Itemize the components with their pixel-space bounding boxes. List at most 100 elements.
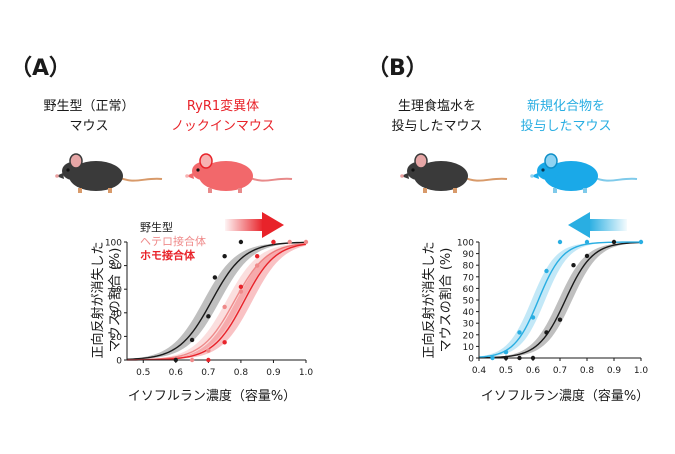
chart-a-xtick-label: 0.5 [136,368,150,378]
chart-b-ytick-label: 40 [463,308,475,318]
chart-b-xtick-label: 0.7 [553,366,567,376]
chart-a-ytick-label: 60 [111,286,123,296]
chart-b-point-s1 [530,315,536,320]
chart-a-xtick-label: 0.7 [201,368,215,378]
legend-item-wildtype: 野生型 [140,220,173,234]
chart-a-point-s2 [222,340,227,345]
chart-a-point-s1 [206,348,211,353]
chart-b-ytick-label: 90 [463,250,475,260]
chart-a-point-extra [287,239,292,245]
chart-b-point-s1 [517,330,522,335]
chart-b-xlabel: イソフルラン濃度（容量%） [481,388,649,404]
panel-b: （B） 生理食塩水を 投与したマウス 新規化合物を 投与したマウス [367,56,649,404]
chart-a-ytick-label: 20 [111,333,123,343]
black-mouse-icon [400,153,508,193]
chart-a-point-s0 [212,275,218,280]
chart-a-point-s2 [238,284,244,290]
mouse-b2-label-line1: 新規化合物を [527,98,605,114]
legend-item-hetero: ヘテロ接合体 [140,234,206,248]
chart-b-ytick-label: 60 [463,285,475,295]
chart-b-xtick-label: 0.9 [607,366,622,376]
chart-b-point-s0 [557,317,563,322]
panel-a: （A） 野生型（正常） マウス RyR1変異体 ノックインマウス [10,56,313,404]
red-mouse-icon [185,153,293,193]
chart-a-curve-0 [126,241,307,361]
chart-b-point-s1 [544,268,549,274]
chart-b-ylabel-line2: マウスの割合 (%) [438,248,454,353]
chart-b-ytick-label: 20 [463,331,475,341]
chart-a-band-1 [127,242,306,360]
right-arrow-icon [225,212,284,238]
chart-a-point-s1 [222,304,227,310]
chart-b-ytick-label: 0 [468,355,474,365]
chart-b-xtick-label: 0.6 [526,366,541,376]
mouse-b1-label-line1: 生理食塩水を [398,98,476,114]
chart-b-point-s0 [503,355,509,361]
chart-b-ytick-label: 50 [463,297,475,307]
chart-a-ytick-label: 100 [105,239,122,249]
chart-b-point-s1 [638,239,644,245]
chart-a-point-s1 [189,357,195,363]
chart-b-point-s0 [571,263,576,268]
legend-item-homo: ホモ接合体 [140,248,196,262]
chart-b-ytick-label: 10 [463,343,475,353]
chart-a-ytick-label: 40 [111,309,123,319]
chart-b-point-s0 [517,355,522,361]
mouse-a2-label-line1: RyR1変異体 [187,98,259,114]
blue-mouse-icon [530,153,638,193]
chart-b-ytick-label: 30 [463,320,475,330]
mouse-b2-label-line2: 投与したマウス [520,118,611,134]
chart-a-point-s0 [173,357,179,363]
panel-b-letter: （B） [367,56,428,81]
chart-a-ytick-label: 0 [116,357,122,367]
chart-b-xtick-label: 0.8 [580,366,595,376]
chart-a-point-s1 [254,263,260,268]
chart-b-point-s1 [503,350,509,355]
chart-a-xlabel: イソフルラン濃度（容量%） [128,388,296,404]
chart-b-point-s1 [490,355,495,361]
chart-b-band-1 [479,242,641,358]
chart-b-point-s1 [557,239,563,245]
panel-a-letter: （A） [10,56,71,81]
chart-a-point-s0 [222,253,227,259]
chart-a-point-s0 [189,337,195,343]
chart-a-point-s0 [238,239,244,245]
chart-a-point-s1 [303,239,309,245]
chart-b-point-s0 [530,355,536,361]
chart-a: 0 20 40 60 80 100 0.5 0.6 0.7 0.8 0.9 1.0 [105,239,314,379]
black-mouse-icon [55,153,163,193]
chart-b-ytick-label: 70 [463,273,475,283]
chart-b-xtick-label: 0.4 [472,366,487,376]
mouse-a1-label-line1: 野生型（正常） [43,99,134,114]
chart-a-point-s2 [254,253,260,259]
chart-a-band-0 [127,242,306,360]
chart-a-point-s1 [238,289,244,294]
mouse-a1-label-line2: マウス [69,119,108,134]
left-arrow-icon [568,212,627,238]
chart-b-point-s0 [544,330,549,335]
chart-a-ylabel-line2: マウスの割合 (%) [107,248,123,353]
chart-a-ytick-label: 80 [111,262,123,272]
chart-b-ylabel-line1: 正向反射が消失した [421,241,437,358]
mouse-b1-label-line2: 投与したマウス [391,118,482,134]
chart-a-xtick-label: 0.8 [234,368,249,378]
chart-a-point-s2 [271,239,276,245]
chart-a-xtick-label: 0.9 [266,368,281,378]
mouse-a2-label-line2: ノックインマウス [171,119,275,134]
chart-a-xtick-label: 0.6 [169,368,184,378]
chart-b-point-s0 [584,253,590,259]
chart-b-ytick-label: 100 [457,239,474,249]
chart-b-point-s1 [584,239,590,245]
chart-a-point-s2 [206,357,211,363]
chart-b-ytick-label: 80 [463,262,475,272]
chart-b-xtick-label: 1.0 [634,366,649,376]
chart-a-xtick-label: 1.0 [299,368,314,378]
chart-b-xtick-label: 0.5 [499,366,513,376]
chart-a-point-s0 [206,314,211,319]
chart-a-ylabel-line1: 正向反射が消失した [90,241,106,358]
chart-b-band-0 [479,242,641,358]
chart-b-point-s0 [611,239,617,245]
